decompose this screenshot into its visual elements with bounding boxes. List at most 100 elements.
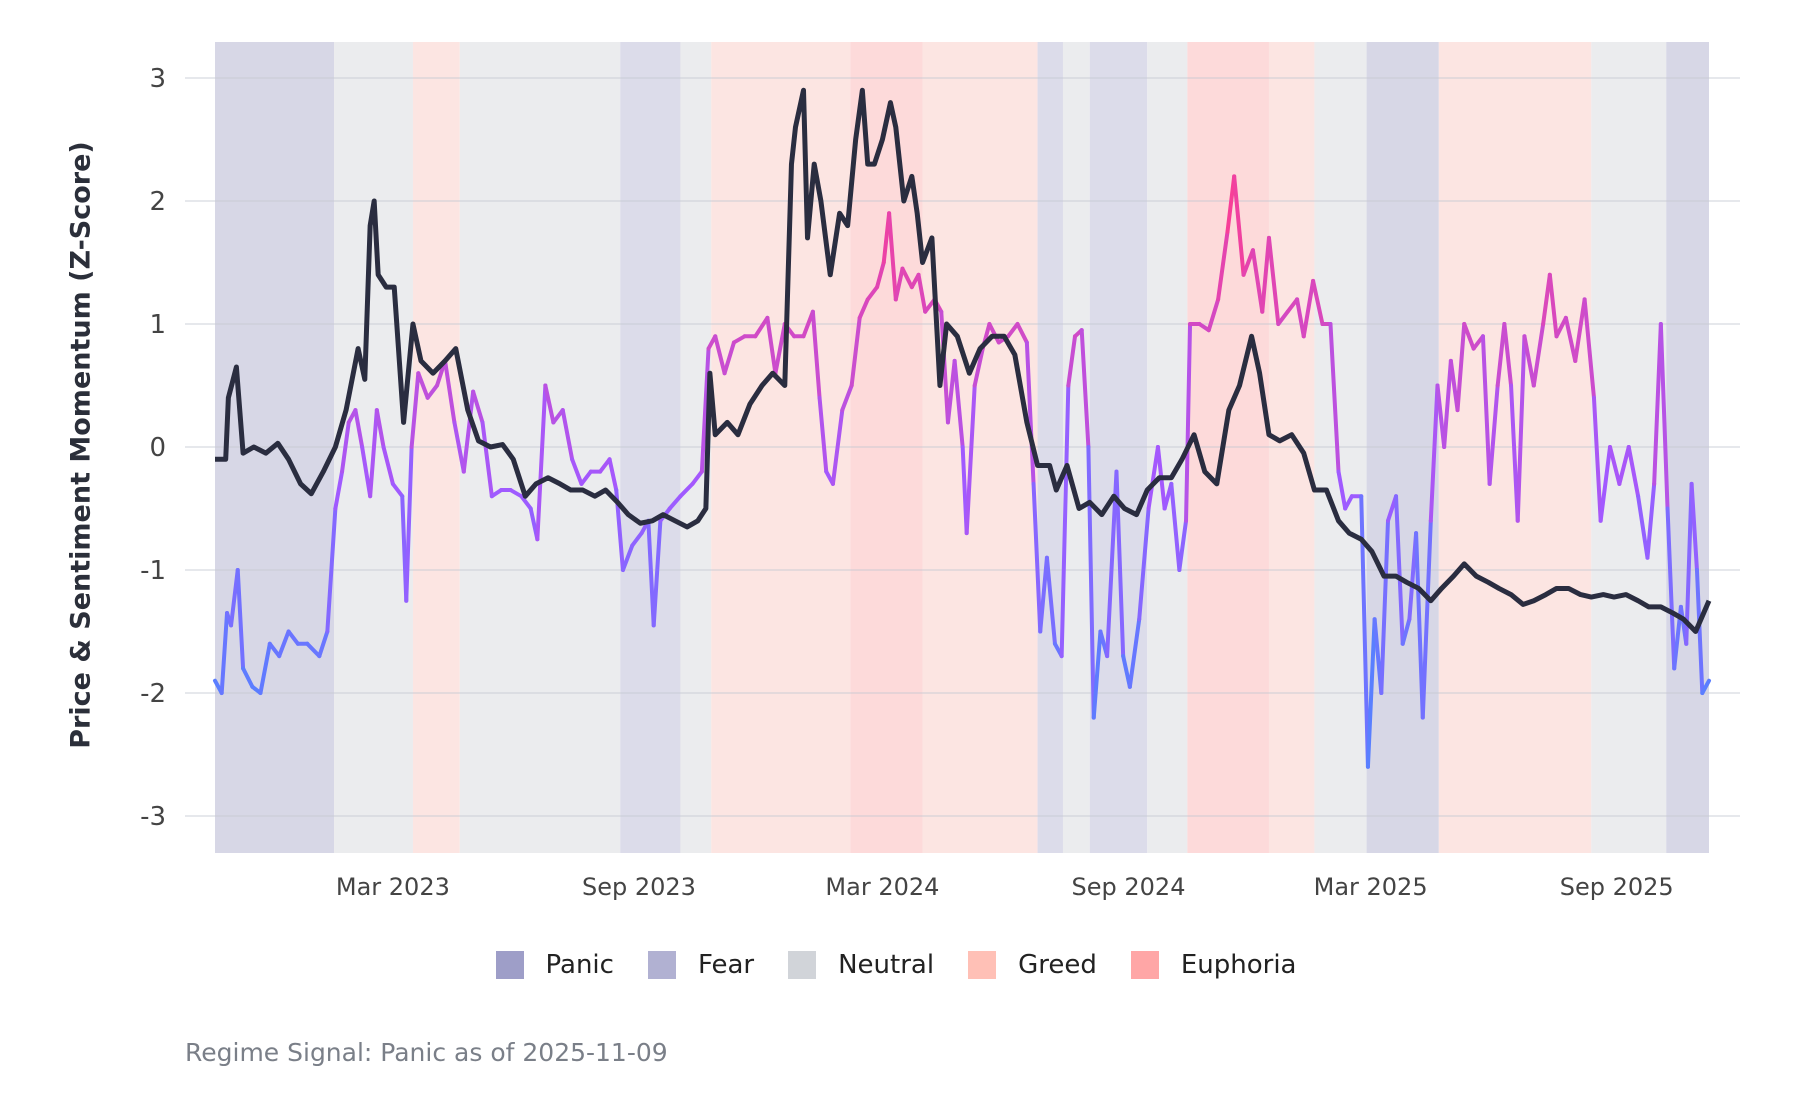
sentiment-segment xyxy=(1400,617,1412,646)
sentiment-series xyxy=(213,174,1711,769)
sentiment-segment xyxy=(731,334,747,345)
sentiment-segment xyxy=(1689,481,1699,572)
sentiment-segment xyxy=(964,383,977,536)
sentiment-segment xyxy=(480,420,494,499)
x-tick-label: Mar 2025 xyxy=(1314,873,1428,901)
sentiment-segment xyxy=(699,346,711,474)
legend-swatch xyxy=(647,951,676,979)
sentiment-segment xyxy=(1091,629,1103,720)
sentiment-segment xyxy=(1146,445,1160,511)
sentiment-segment xyxy=(409,371,421,449)
sentiment-segment xyxy=(972,346,985,388)
sentiment-segment xyxy=(865,285,880,302)
sentiment-segment xyxy=(987,322,1001,345)
sentiment-segment xyxy=(570,457,584,486)
sentiment-segment xyxy=(1241,248,1255,277)
sentiment-segment xyxy=(620,543,635,572)
sentiment-segment xyxy=(443,358,457,425)
legend-label: Greed xyxy=(1018,950,1097,980)
x-axis-ticks: Mar 2023 Sep 2023 Mar 2024 Sep 2024 Mar 2025… xyxy=(336,873,1674,901)
legend-item-euphoria: Euphoria xyxy=(1130,950,1297,980)
sentiment-segment xyxy=(939,309,950,425)
sentiment-segment xyxy=(258,641,272,695)
y-tick-label: 3 xyxy=(149,64,166,94)
sentiment-segment xyxy=(219,611,230,695)
sentiment-segment xyxy=(1684,481,1694,646)
y-axis-ticks: 3 2 1 0 -1 -2 -3 xyxy=(140,64,166,832)
regime-signal-caption: Regime Signal: Panic as of 2025-11-09 xyxy=(185,1038,668,1067)
sentiment-segment xyxy=(1480,334,1492,486)
sentiment-segment xyxy=(1250,248,1265,314)
sentiment-segment xyxy=(1232,174,1246,277)
sentiment-segment xyxy=(840,383,854,413)
sentiment-segment xyxy=(916,272,928,314)
sentiment-segment xyxy=(1086,445,1096,720)
sentiment-segment xyxy=(1301,278,1316,339)
legend-swatch xyxy=(1130,951,1159,979)
sentiment-segment xyxy=(1531,322,1546,388)
sentiment-segment xyxy=(1487,383,1500,486)
sentiment-segment xyxy=(900,266,914,290)
sentiment-segment xyxy=(1066,334,1078,388)
legend-swatch xyxy=(495,951,524,979)
sentiment-segment xyxy=(1582,297,1596,400)
sentiment-segment xyxy=(1311,278,1325,326)
legend-label: Euphoria xyxy=(1180,950,1297,980)
sentiment-segment xyxy=(317,629,330,659)
sentiment-segment xyxy=(1652,322,1663,486)
sentiment-segment xyxy=(810,309,822,400)
sentiment-segment xyxy=(333,469,345,511)
sentiment-segment xyxy=(1216,229,1230,302)
sentiment-segment xyxy=(887,211,898,302)
sentiment-segment xyxy=(416,371,430,400)
sentiment-segment xyxy=(1379,518,1390,695)
sentiment-segment xyxy=(286,629,300,646)
sentiment-segment xyxy=(1038,555,1049,634)
sentiment-segment xyxy=(1502,322,1514,388)
legend: Panic Fear Neutral Greed Euphoria xyxy=(0,950,1800,980)
legend-label: Neutral xyxy=(838,950,935,980)
sentiment-segment xyxy=(1694,568,1705,695)
legend-swatch xyxy=(788,951,817,979)
sentiment-segment xyxy=(1608,445,1622,486)
sentiment-segment xyxy=(945,358,957,425)
sentiment-segment xyxy=(425,383,440,400)
sentiment-segment xyxy=(646,518,656,628)
sentiment-segment xyxy=(1184,322,1193,523)
sentiment-segment xyxy=(277,629,291,659)
sentiment-segment xyxy=(267,641,282,659)
sentiment-segment xyxy=(1515,334,1527,523)
sentiment-segment xyxy=(404,445,414,603)
sentiment-segment xyxy=(630,531,644,548)
sentiment-segment xyxy=(1636,494,1650,560)
sentiment-segment xyxy=(353,408,365,449)
sentiment-segment xyxy=(1336,469,1348,511)
sentiment-segment xyxy=(1006,322,1020,339)
sentiment-segment xyxy=(1442,358,1453,449)
sentiment-segment xyxy=(1700,678,1711,695)
sentiment-segment xyxy=(1328,322,1341,474)
sentiment-segment xyxy=(817,395,829,474)
price-line xyxy=(215,87,1712,634)
sentiment-segment xyxy=(1591,395,1603,523)
sentiment-segment xyxy=(1044,555,1057,646)
sentiment-segment xyxy=(651,518,663,628)
legend-item-panic: Panic xyxy=(495,950,614,980)
sentiment-segment xyxy=(1414,531,1425,720)
sentiment-segment xyxy=(773,322,787,376)
sentiment-segment xyxy=(667,494,683,511)
sentiment-segment xyxy=(325,506,338,634)
sentiment-segment xyxy=(340,420,351,474)
price-series xyxy=(215,87,1712,634)
sentiment-segment xyxy=(1547,272,1559,339)
legend-swatch xyxy=(968,951,997,979)
sentiment-segment xyxy=(857,297,870,320)
sentiment-segment xyxy=(849,315,862,388)
sentiment-segment xyxy=(1598,445,1613,523)
sentiment-segment xyxy=(1127,617,1142,689)
y-tick-label: 1 xyxy=(149,310,166,340)
sentiment-segment xyxy=(519,494,533,511)
sentiment-segment xyxy=(1266,235,1281,326)
sentiment-segment xyxy=(1645,481,1657,560)
